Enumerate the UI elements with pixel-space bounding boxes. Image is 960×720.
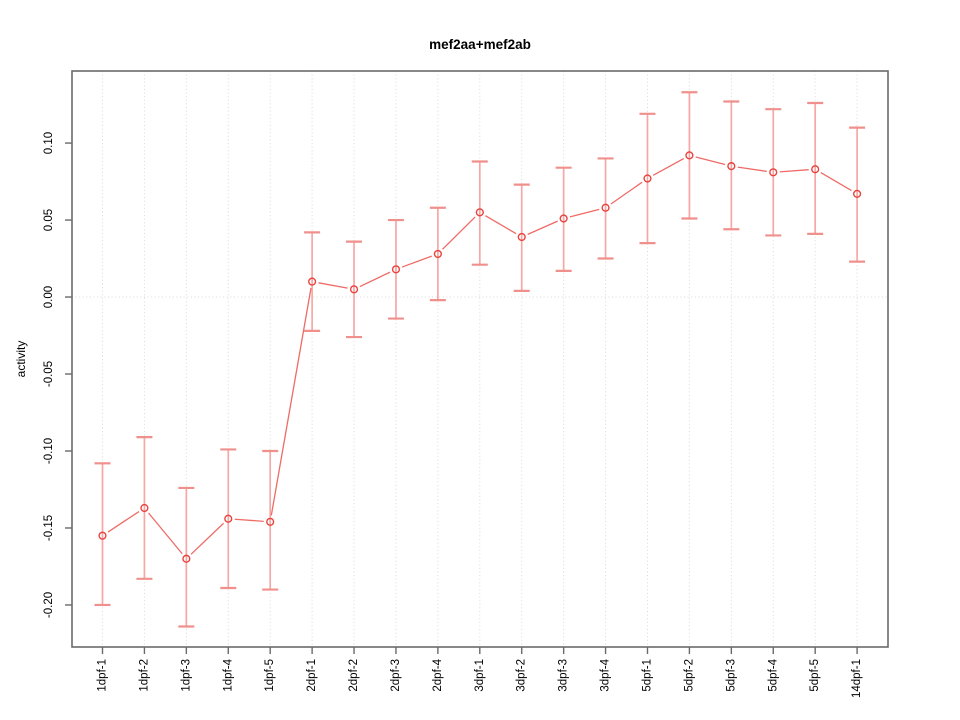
data-point (769, 168, 778, 177)
x-tick-label: 2dpf-1 (306, 659, 318, 692)
series-segment (820, 171, 852, 192)
series-segment (318, 282, 348, 289)
series-segment (652, 157, 685, 176)
data-point (433, 249, 442, 259)
data-point (559, 214, 568, 223)
x-tick-label: 5dpf-2 (683, 659, 695, 692)
x-tick-label: 2dpf-2 (348, 659, 360, 692)
data-point (391, 265, 401, 274)
y-tick-label: -0.15 (43, 515, 55, 541)
y-tick-label: 0.10 (43, 132, 55, 154)
series-segment (359, 271, 391, 288)
y-tick-label: -0.10 (43, 438, 55, 464)
series-segment (695, 156, 726, 166)
series-segment (107, 511, 140, 533)
series-segment (148, 512, 183, 555)
series-segment (610, 181, 643, 205)
y-tick-label: 0.00 (43, 286, 55, 308)
series-segment (527, 220, 558, 235)
series-segment (737, 166, 767, 173)
x-tick-label: 3dpf-4 (600, 658, 612, 691)
series-segment (401, 255, 433, 268)
data-point (308, 277, 317, 286)
x-tick-label: 5dpf-3 (725, 659, 737, 692)
y-axis-label: activity (14, 340, 28, 378)
series-segment (442, 216, 476, 250)
x-tick-label: 1dpf-3 (180, 659, 192, 692)
x-tick-label: 3dpf-3 (558, 659, 570, 692)
x-tick-label: 3dpf-1 (474, 659, 486, 692)
y-tick-label: -0.20 (43, 592, 55, 618)
data-point (182, 554, 191, 563)
x-tick-label: 2dpf-4 (432, 658, 444, 691)
data-point (349, 285, 359, 294)
y-tick-label: -0.05 (43, 361, 55, 387)
x-tick-label: 2dpf-3 (390, 659, 402, 692)
x-tick-label: 1dpf-5 (264, 659, 276, 692)
x-tick-label: 3dpf-2 (516, 659, 528, 692)
x-tick-label: 1dpf-2 (138, 659, 150, 692)
series-segment (190, 522, 225, 555)
data-point (475, 208, 484, 217)
x-tick-label: 1dpf-1 (97, 659, 109, 692)
data-point (98, 531, 107, 540)
series-segment (569, 208, 600, 218)
series-segment (779, 169, 809, 173)
series-segment (485, 215, 517, 235)
y-tick-label: 0.05 (43, 209, 55, 231)
x-tick-label: 5dpf-1 (641, 659, 653, 692)
data-point (685, 151, 694, 160)
data-point (517, 232, 526, 242)
data-point (811, 165, 820, 174)
x-tick-label: 5dpf-4 (767, 658, 779, 691)
x-tick-label: 1dpf-4 (222, 658, 234, 691)
data-point (852, 189, 862, 198)
data-point (140, 503, 149, 513)
data-point (224, 514, 233, 523)
series-segment (234, 518, 264, 522)
plot-frame (71, 70, 889, 648)
data-point (266, 517, 275, 526)
data-point (727, 162, 736, 171)
series-segment (270, 287, 312, 516)
x-tick-label: 14dpf-1 (851, 659, 863, 698)
chart-title: mef2aa+mef2ab (429, 37, 531, 52)
data-point (601, 203, 610, 212)
x-tick-label: 5dpf-5 (809, 659, 821, 692)
data-point (643, 174, 652, 183)
